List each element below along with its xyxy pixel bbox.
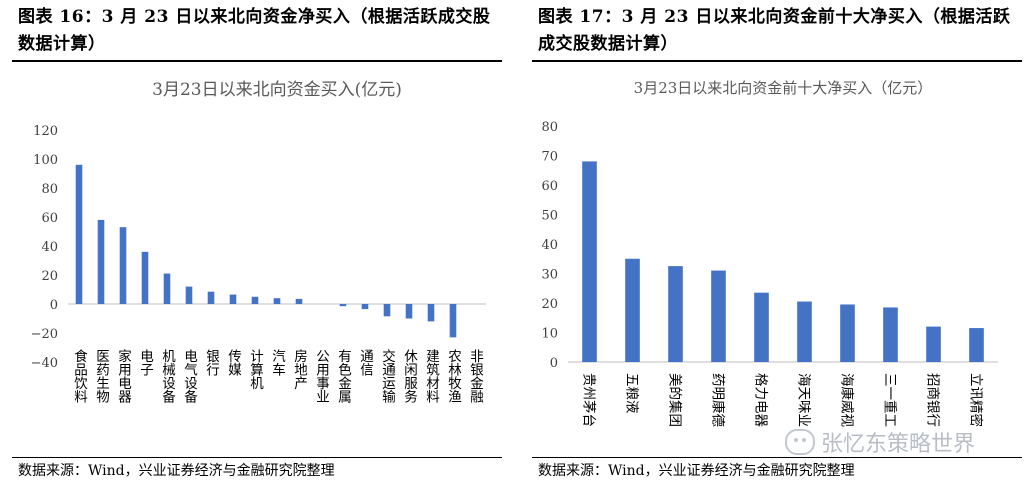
category-label: 计算机 — [247, 349, 264, 391]
figure-16-source-rule — [12, 457, 502, 458]
bar-五粮液 — [625, 258, 640, 362]
category-label: 招商银行 — [925, 373, 941, 427]
category-label: 海康威视 — [839, 373, 856, 427]
category-label: 三一重工 — [882, 373, 898, 427]
bar-电子 — [141, 251, 149, 304]
y-tick-label: 100 — [33, 153, 58, 168]
bar-农林牧渔 — [449, 304, 457, 338]
bar-建筑材料 — [427, 304, 435, 322]
category-label: 机械设备 — [159, 349, 176, 404]
y-tick-label: 50 — [541, 209, 558, 224]
bar-药明康德 — [711, 270, 726, 362]
bar-休闲服务 — [405, 304, 413, 319]
category-label: 房地产 — [291, 349, 308, 391]
category-label: 海天味业 — [796, 373, 812, 427]
watermark-text: 张忆东策略世界 — [821, 432, 976, 457]
category-label: 贵州茅台 — [581, 373, 597, 427]
bar-家用电器 — [119, 227, 127, 304]
bar-传媒 — [229, 294, 237, 304]
bar-立讯精密 — [969, 328, 984, 362]
category-label: 格力电器 — [753, 373, 769, 427]
bar-招商银行 — [926, 326, 941, 362]
y-tick-label: 40 — [541, 238, 558, 253]
category-label: 有色金属 — [335, 349, 352, 404]
y-tick-label: 0 — [550, 356, 558, 371]
figure-17-source-rule — [532, 457, 1022, 458]
bar-食品饮料 — [75, 164, 83, 304]
bar-机械设备 — [163, 273, 171, 304]
category-label: 建筑材料 — [423, 349, 440, 404]
chart-title: 3月23日以来北向资金买入(亿元) — [152, 80, 402, 100]
bar-海天味业 — [797, 301, 812, 362]
bar-房地产 — [295, 298, 303, 304]
figure-17-title: 图表 17：3 月 23 日以来北向资金前十大净买入（根据活跃成交股数据计算） — [538, 7, 1011, 54]
figure-16-panel: 图表 16：3 月 23 日以来北向资金净买入（根据活跃成交股数据计算） 3月2… — [0, 0, 510, 487]
y-tick-label: −40 — [31, 356, 58, 371]
figure-16-source: 数据来源：Wind，兴业证券经济与金融研究院整理 — [18, 463, 335, 479]
northbound-top10-chart: 3月23日以来北向资金前十大净买入（亿元） 0 10 20 30 40 50 60 70 80 贵州… — [541, 79, 998, 427]
figure-17-title-rule — [532, 60, 1022, 62]
category-label: 电子 — [137, 349, 154, 377]
bar-汽车 — [273, 298, 281, 304]
category-label: 美的集团 — [667, 373, 683, 427]
y-tick-label: 20 — [541, 297, 558, 312]
figure-16-title: 图表 16：3 月 23 日以来北向资金净买入（根据活跃成交股数据计算） — [18, 7, 491, 54]
bar-贵州茅台 — [582, 161, 597, 362]
y-tick-label: 120 — [33, 124, 58, 139]
y-tick-label: 40 — [41, 240, 58, 255]
category-label: 休闲服务 — [401, 349, 418, 404]
bar-通信 — [361, 304, 369, 310]
y-tick-label: 20 — [41, 269, 58, 284]
northbound-sector-chart: 3月23日以来北向资金买入(亿元) −40 −20 0 20 40 60 80 100 120 食品… — [31, 80, 486, 404]
figure-17-source: 数据来源：Wind，兴业证券经济与金融研究院整理 — [538, 463, 855, 479]
chart-title: 3月23日以来北向资金前十大净买入（亿元） — [634, 79, 933, 97]
category-label: 食品饮料 — [71, 348, 88, 404]
bar-电气设备 — [185, 286, 193, 304]
category-label: 传媒 — [225, 349, 242, 377]
bar-格力电器 — [754, 292, 769, 362]
category-label: 公用事业 — [313, 349, 330, 403]
y-tick-label: 30 — [541, 268, 558, 283]
y-tick-label: 60 — [41, 211, 58, 226]
y-tick-label: −20 — [31, 327, 58, 342]
wechat-icon — [785, 429, 815, 455]
category-label: 家用电器 — [115, 348, 132, 404]
watermark: 张忆东策略世界 — [785, 426, 975, 458]
bar-美的集团 — [668, 266, 683, 362]
y-tick-label: 10 — [541, 327, 558, 342]
category-label: 立讯精密 — [968, 373, 985, 427]
category-label: 银行 — [203, 349, 220, 378]
category-label: 非银金融 — [467, 349, 484, 404]
category-label: 五粮液 — [624, 373, 640, 414]
y-tick-label: 0 — [50, 298, 58, 313]
y-tick-label: 80 — [541, 120, 558, 135]
bar-医药生物 — [97, 219, 105, 304]
figure-16-title-rule — [12, 60, 502, 62]
category-label: 农林牧渔 — [445, 349, 462, 404]
bar-银行 — [207, 291, 215, 304]
category-label: 交通运输 — [379, 348, 396, 404]
y-tick-label: 60 — [541, 179, 558, 194]
bar-计算机 — [251, 296, 259, 304]
bar-海康威视 — [840, 304, 855, 362]
bar-交通运输 — [383, 304, 391, 317]
bar-有色金属 — [339, 304, 347, 307]
y-tick-label: 80 — [41, 182, 58, 197]
y-tick-label: 70 — [541, 150, 558, 165]
category-label: 电气设备 — [181, 349, 198, 404]
category-label: 汽车 — [269, 349, 286, 377]
category-label: 通信 — [357, 349, 374, 377]
category-label: 医药生物 — [93, 349, 110, 404]
figure-17-panel: 图表 17：3 月 23 日以来北向资金前十大净买入（根据活跃成交股数据计算） … — [520, 0, 1030, 487]
bar-三一重工 — [883, 307, 898, 362]
category-label: 药明康德 — [710, 373, 727, 427]
